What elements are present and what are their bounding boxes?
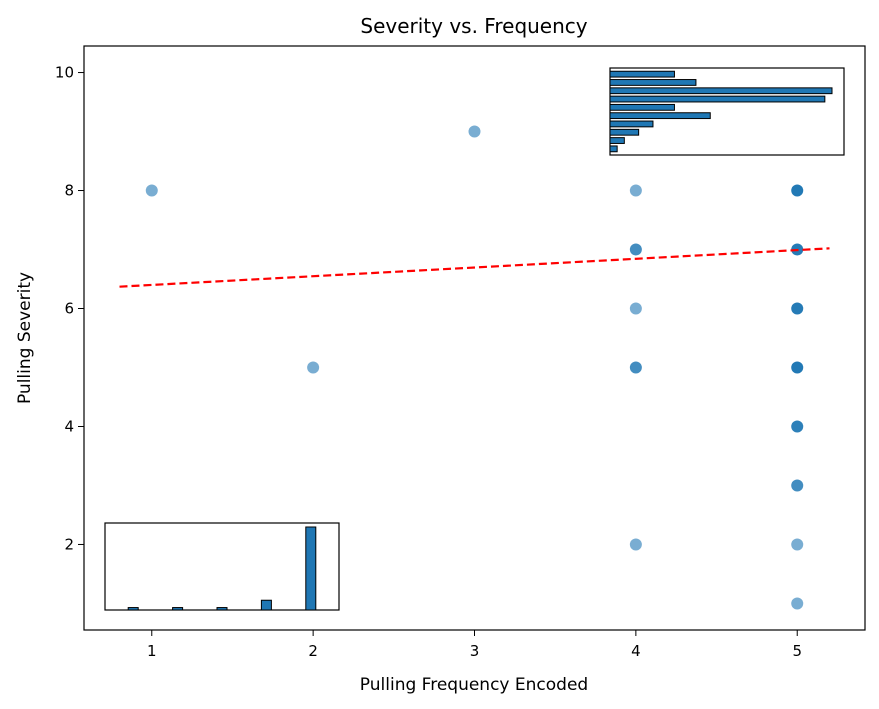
severity-histogram-bar <box>609 145 618 153</box>
scatter-point <box>307 361 320 374</box>
severity-histogram-bar <box>609 112 711 120</box>
scatter-point <box>791 538 804 551</box>
x-tick-label: 1 <box>147 642 157 660</box>
y-tick-label: 2 <box>64 535 74 553</box>
plot-area: 1 2 3 4 5 2 4 6 8 10 <box>55 45 866 660</box>
scatter-point <box>629 361 642 374</box>
frequency-histogram-bar <box>305 526 317 611</box>
severity-histogram-bar <box>609 95 826 103</box>
frequency-histogram-bar <box>172 607 184 611</box>
x-axis-label: Pulling Frequency Encoded <box>360 675 588 695</box>
severity-histogram-bar <box>609 103 675 111</box>
trend-line <box>119 247 830 288</box>
chart-title: Severity vs. Frequency <box>360 14 587 38</box>
x-tick-label: 3 <box>470 642 480 660</box>
frequency-histogram-bar <box>260 599 272 611</box>
scatter-point <box>791 184 804 197</box>
y-tick-label: 8 <box>64 182 74 200</box>
severity-histogram-bar <box>609 128 640 136</box>
x-tick-label: 2 <box>308 642 318 660</box>
severity-histogram-bar <box>609 120 654 128</box>
scatter-point <box>468 125 481 138</box>
y-tick-label: 10 <box>55 64 74 82</box>
severity-histogram-bar <box>609 70 675 78</box>
severity-histogram-bar <box>609 137 625 144</box>
scatter-point <box>145 184 158 197</box>
y-axis-label: Pulling Severity <box>15 272 35 404</box>
y-tick-label: 4 <box>64 417 74 435</box>
frequency-histogram-bar <box>216 607 228 611</box>
scatter-point <box>791 302 804 315</box>
severity-histogram-bar <box>609 79 697 86</box>
scatter-point <box>629 184 642 197</box>
y-tick-label: 6 <box>64 300 74 318</box>
scatter-point <box>791 361 804 374</box>
scatter-point <box>791 420 804 433</box>
severity-histogram-bar <box>609 87 833 95</box>
scatter-point <box>791 479 804 492</box>
scatter-point <box>629 243 642 256</box>
scatter-point <box>629 538 642 551</box>
frequency-histogram-frame <box>104 522 340 611</box>
x-tick-label: 4 <box>631 642 641 660</box>
scatter-point <box>791 597 804 610</box>
x-tick-label: 5 <box>792 642 802 660</box>
frequency-histogram-bar <box>127 607 139 611</box>
scatter-point <box>629 302 642 315</box>
